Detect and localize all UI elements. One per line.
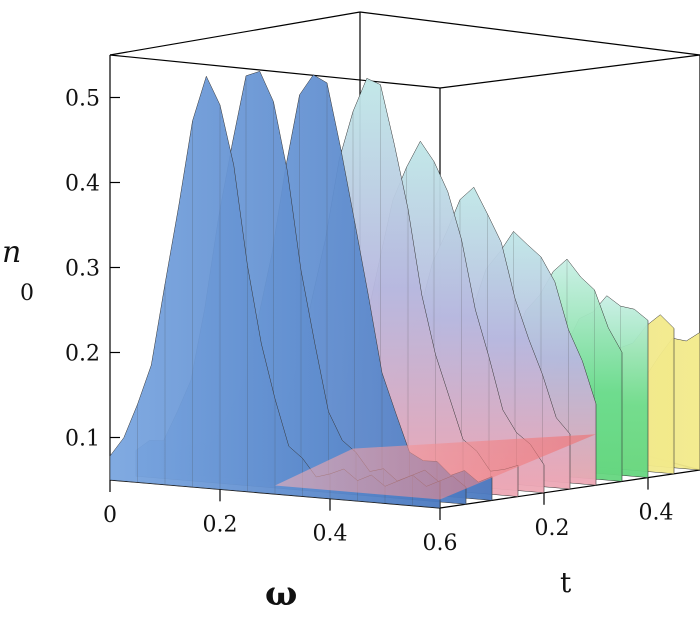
- z-tick-label: 0.1: [65, 427, 100, 452]
- x-tick-label: 0.2: [203, 512, 238, 537]
- x-tick-label: 0: [103, 503, 117, 528]
- z-tick-label: 0.3: [65, 257, 100, 282]
- y-tick-label: 0.2: [535, 516, 570, 541]
- z-axis-label: n: [2, 235, 21, 270]
- x-axis-label: ω: [265, 574, 297, 614]
- y-axis-label: t: [560, 566, 572, 599]
- z-tick-label: 0.4: [65, 172, 100, 197]
- y-axis: 0.2 0.4: [535, 477, 674, 541]
- surface-floor: [275, 434, 596, 500]
- surface-mesh: [109, 70, 700, 509]
- x-axis: 0 0.2 0.4 0.6: [103, 480, 458, 556]
- x-tick-label: 0.4: [313, 522, 348, 547]
- x-tick-label: 0.6: [423, 531, 458, 556]
- z-tick-label: 0.5: [65, 87, 100, 112]
- z-tick-label: 0.2: [65, 342, 100, 367]
- z-axis: 0.1 0.2 0.3 0.4 0.5: [65, 87, 120, 452]
- y-tick-label: 0.4: [639, 501, 674, 526]
- z-axis-label-subscript: 0: [20, 281, 34, 306]
